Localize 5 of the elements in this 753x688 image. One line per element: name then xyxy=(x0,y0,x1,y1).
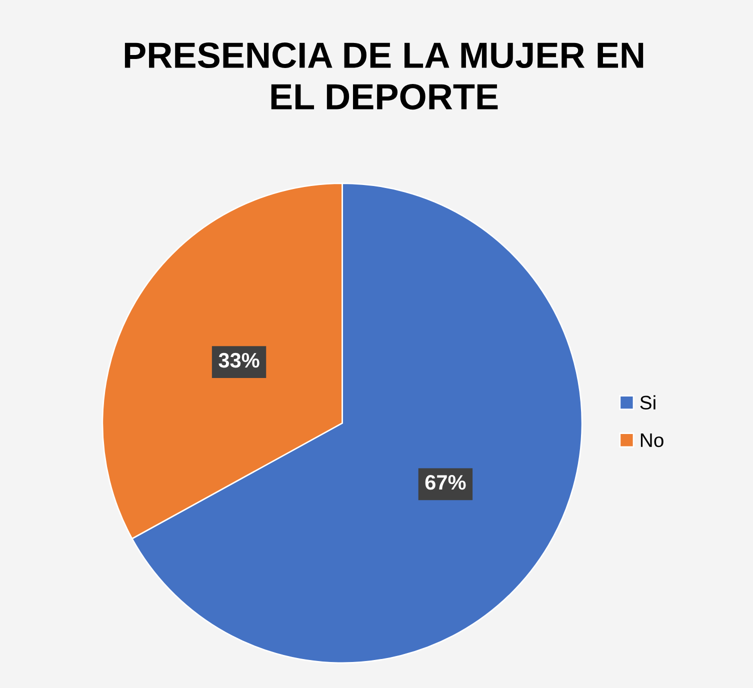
data-label: 33% xyxy=(218,352,260,368)
data-label: 67% xyxy=(425,475,466,490)
legend-label: No xyxy=(640,434,664,448)
chart-title: PRESENCIA DE LA MUJER EN EL DEPORTE xyxy=(124,42,644,110)
legend-label: Si xyxy=(640,395,656,410)
